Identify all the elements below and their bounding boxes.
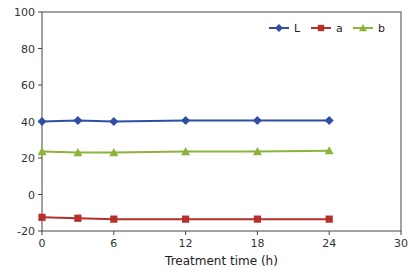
- data-point: [109, 148, 118, 156]
- data-point: [254, 216, 261, 223]
- x-tick: [329, 231, 330, 235]
- legend-marker: [318, 25, 324, 31]
- markers: [38, 116, 334, 223]
- x-tick-label: 6: [110, 237, 117, 250]
- y-tick: [38, 194, 42, 195]
- x-tick: [113, 231, 114, 235]
- data-point: [181, 147, 190, 155]
- y-tick: [38, 85, 42, 86]
- x-tick: [257, 231, 258, 235]
- data-point: [325, 146, 334, 154]
- x-tick: [185, 231, 186, 235]
- lines: [42, 121, 329, 220]
- y-tick: [38, 48, 42, 49]
- legend-marker: [359, 24, 367, 31]
- legend-label: a: [336, 22, 343, 35]
- x-tick-label: 30: [394, 237, 408, 250]
- y-tick: [38, 231, 42, 232]
- data-point: [109, 117, 118, 126]
- plot-frame: [42, 12, 401, 231]
- data-point: [73, 148, 82, 156]
- data-point: [73, 116, 82, 125]
- y-tick-label: 0: [28, 189, 35, 202]
- data-point: [38, 214, 45, 221]
- x-tick-label: 24: [322, 237, 336, 250]
- y-tick-label: 40: [21, 116, 35, 129]
- y-tick: [38, 158, 42, 159]
- x-tick-label: 12: [179, 237, 193, 250]
- data-point: [74, 215, 81, 222]
- data-point: [181, 116, 190, 125]
- chart-container: 0 6 12 18 24 30 -20 0 20 40 60 80 100 Treatment time …: [0, 0, 415, 273]
- data-point: [38, 147, 47, 155]
- legend-label: L: [294, 22, 301, 35]
- y-tick: [38, 12, 42, 13]
- x-tick-label: 0: [39, 237, 46, 250]
- x-tick: [401, 231, 402, 235]
- y-tick-label: 80: [21, 43, 35, 56]
- data-point: [110, 216, 117, 223]
- y-tick-label: 60: [21, 79, 35, 92]
- data-point: [325, 116, 334, 125]
- y-tick-label: 100: [14, 6, 35, 19]
- data-point: [182, 216, 189, 223]
- chart: 0 6 12 18 24 30 -20 0 20 40 60 80 100 Treatment time …: [0, 0, 415, 273]
- x-tick-label: 18: [250, 237, 264, 250]
- y-tick-label: 20: [21, 152, 35, 165]
- data-point: [253, 116, 262, 125]
- legend-label: b: [378, 22, 385, 35]
- data-point: [38, 117, 47, 126]
- data-point: [326, 216, 333, 223]
- legend-marker: [275, 24, 283, 32]
- x-axis-label: Treatment time (h): [164, 254, 278, 268]
- data-point: [253, 147, 262, 155]
- legend: La b: [269, 22, 385, 35]
- x-tick: [42, 231, 43, 235]
- y-tick-label: -20: [17, 225, 35, 238]
